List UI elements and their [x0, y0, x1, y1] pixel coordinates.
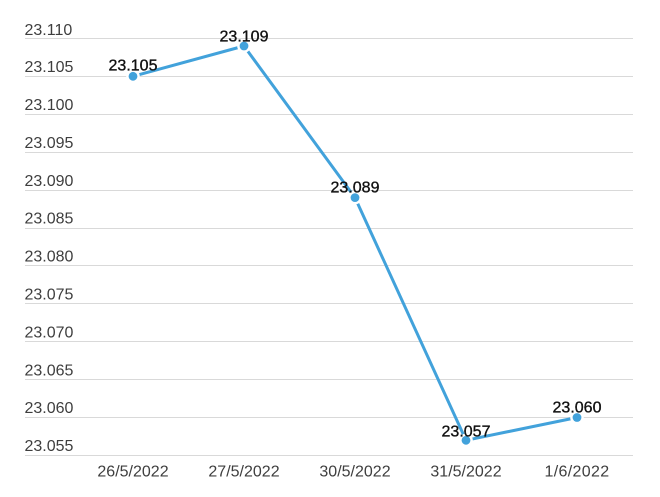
svg-text:30/5/2022: 30/5/2022: [319, 464, 390, 481]
svg-text:27/5/2022: 27/5/2022: [208, 464, 279, 481]
svg-text:23.085: 23.085: [25, 211, 74, 228]
svg-text:23.075: 23.075: [25, 287, 74, 304]
svg-text:23.110: 23.110: [25, 22, 73, 39]
svg-text:23.060: 23.060: [553, 400, 602, 417]
svg-text:23.100: 23.100: [25, 97, 74, 114]
svg-text:31/5/2022: 31/5/2022: [430, 464, 501, 481]
svg-text:23.065: 23.065: [25, 362, 74, 379]
svg-text:23.105: 23.105: [109, 57, 158, 74]
svg-text:1/6/2022: 1/6/2022: [544, 464, 609, 481]
svg-text:23.095: 23.095: [25, 135, 74, 152]
svg-text:23.090: 23.090: [25, 173, 74, 190]
svg-text:23.089: 23.089: [331, 179, 380, 196]
svg-text:23.109: 23.109: [220, 28, 269, 45]
svg-text:23.057: 23.057: [442, 424, 491, 441]
svg-text:23.105: 23.105: [25, 59, 74, 76]
svg-text:23.060: 23.060: [25, 400, 74, 417]
svg-text:23.080: 23.080: [25, 249, 74, 266]
svg-text:23.070: 23.070: [25, 324, 74, 341]
svg-text:23.055: 23.055: [25, 438, 74, 455]
svg-text:26/5/2022: 26/5/2022: [97, 464, 168, 481]
